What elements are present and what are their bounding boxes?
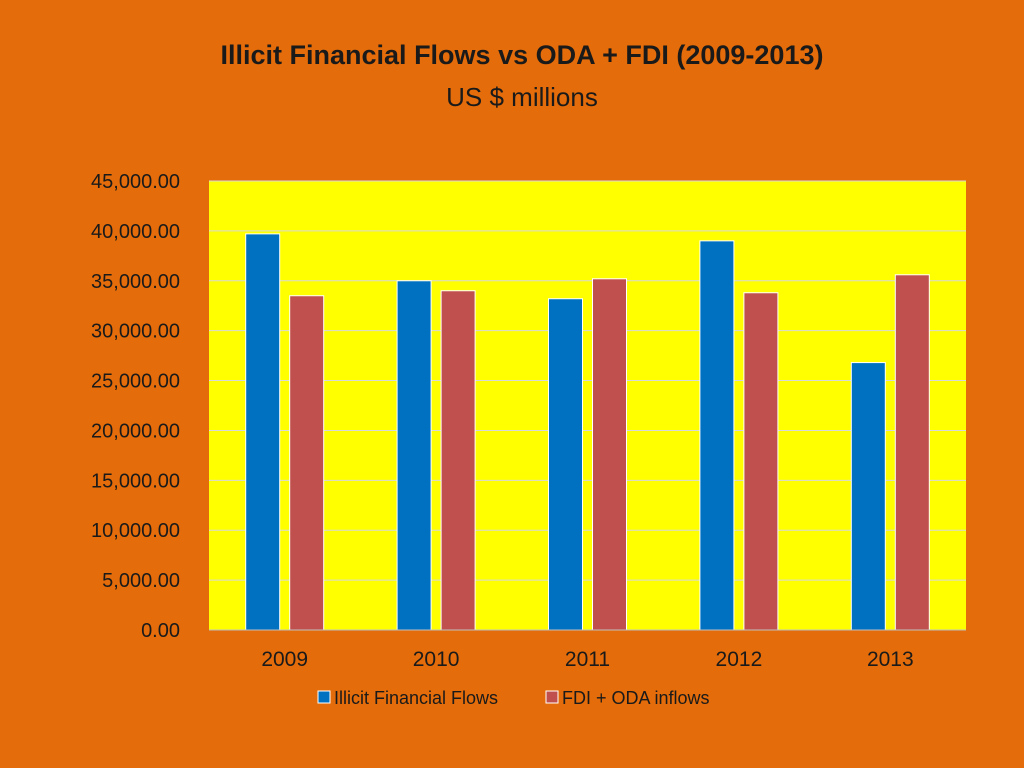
chart-title: Illicit Financial Flows vs ODA + FDI (20… <box>220 40 824 70</box>
y-tick-label: 35,000.00 <box>91 271 180 293</box>
legend-swatch-fdi-oda-inflows <box>545 690 559 704</box>
y-tick-label: 10,000.00 <box>91 520 180 542</box>
legend-swatch-illicit-flows <box>317 690 331 704</box>
y-tick-label: 45,000.00 <box>91 171 180 193</box>
bar-2010-fdi-oda-inflows <box>440 290 476 631</box>
x-tick-label: 2009 <box>261 648 308 671</box>
plot-area <box>209 181 966 630</box>
bar-2011-illicit-flows <box>548 298 583 631</box>
bar-2012-fdi-oda-inflows <box>743 292 779 631</box>
bar-2010-illicit-flows <box>396 280 432 631</box>
legend-label-fdi-oda-inflows: FDI + ODA inflows <box>562 688 710 708</box>
bar-2011-fdi-oda-inflows <box>592 278 627 631</box>
y-tick-label: 40,000.00 <box>91 221 180 243</box>
y-tick-label: 15,000.00 <box>91 470 180 492</box>
x-tick-label: 2011 <box>565 648 610 671</box>
y-tick-label: 0.00 <box>141 620 180 642</box>
y-tick-label: 25,000.00 <box>91 371 180 393</box>
chart-subtitle: US $ millions <box>446 82 598 112</box>
bar-2009-illicit-flows <box>245 233 281 631</box>
bar-2012-illicit-flows <box>699 240 735 631</box>
bar-2013-fdi-oda-inflows <box>894 274 930 631</box>
x-tick-label: 2012 <box>716 648 763 671</box>
x-tick-label: 2013 <box>867 648 914 671</box>
bar-2013-illicit-flows <box>850 362 886 631</box>
y-tick-label: 30,000.00 <box>91 321 180 343</box>
y-tick-label: 5,000.00 <box>102 570 180 592</box>
bar-2009-fdi-oda-inflows <box>289 295 325 631</box>
x-tick-label: 2010 <box>413 648 460 671</box>
legend-label-illicit-flows: Illicit Financial Flows <box>334 688 498 708</box>
y-tick-label: 20,000.00 <box>91 420 180 442</box>
